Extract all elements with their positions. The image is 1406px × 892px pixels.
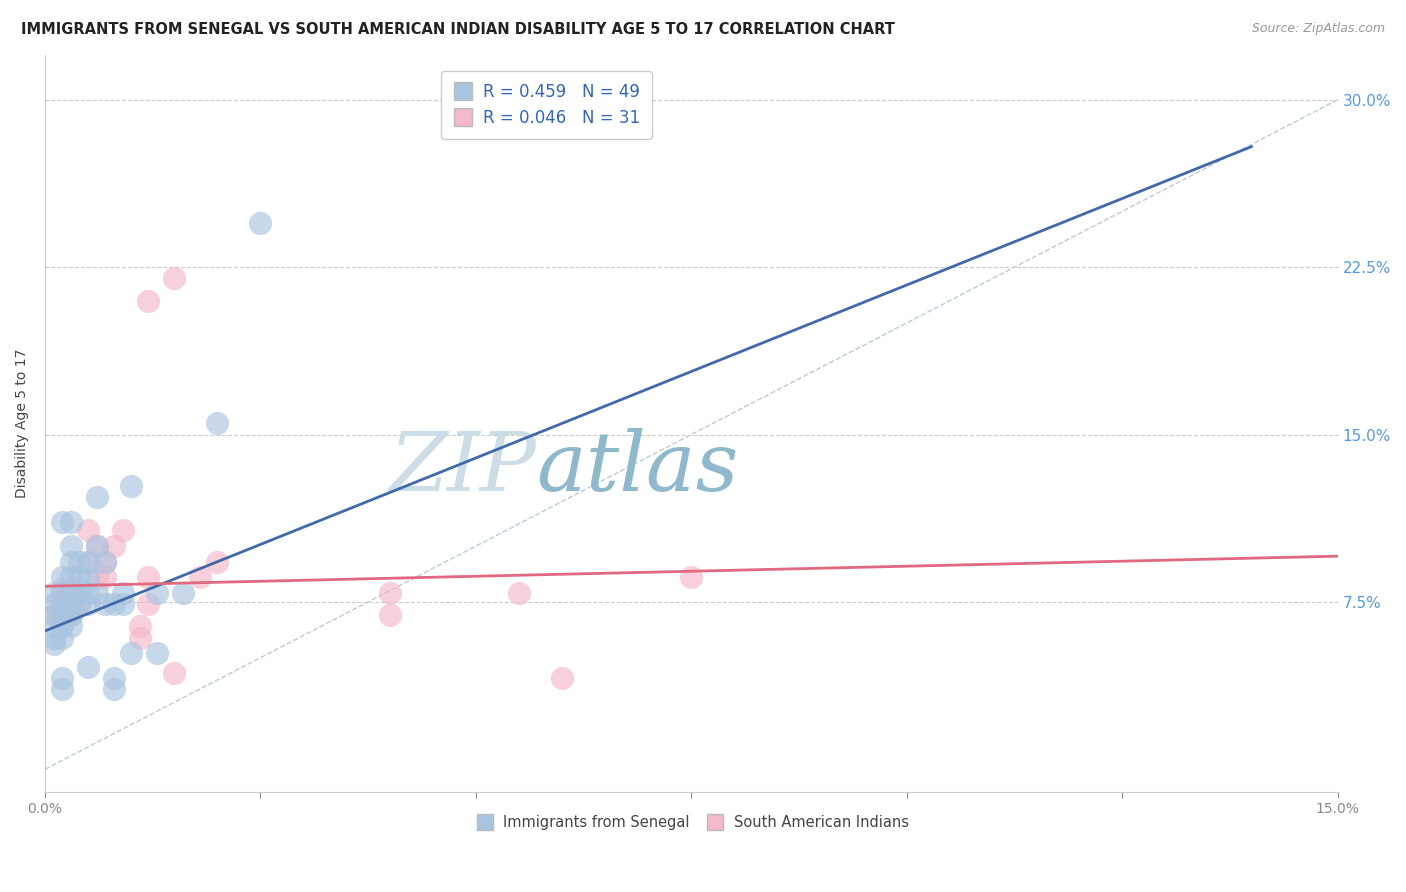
Point	[69, 597, 91, 611]
Point	[120, 479, 142, 493]
Point	[111, 586, 134, 600]
Point	[77, 586, 100, 600]
Point	[120, 646, 142, 660]
Point	[86, 539, 108, 553]
Text: ZIP: ZIP	[389, 427, 536, 508]
Point	[94, 570, 117, 584]
Point	[103, 671, 125, 685]
Point	[69, 586, 91, 600]
Point	[77, 659, 100, 673]
Point	[42, 631, 65, 645]
Point	[249, 215, 271, 229]
Point	[51, 515, 73, 529]
Point	[128, 631, 150, 645]
Point	[681, 570, 703, 584]
Point	[128, 619, 150, 633]
Point	[59, 619, 82, 633]
Point	[59, 539, 82, 553]
Text: Source: ZipAtlas.com: Source: ZipAtlas.com	[1251, 22, 1385, 36]
Point	[51, 608, 73, 623]
Point	[42, 586, 65, 600]
Point	[51, 619, 73, 633]
Point	[51, 681, 73, 696]
Point	[103, 597, 125, 611]
Point	[94, 555, 117, 569]
Text: atlas: atlas	[536, 427, 738, 508]
Point	[111, 597, 134, 611]
Y-axis label: Disability Age 5 to 17: Disability Age 5 to 17	[15, 349, 30, 498]
Point	[51, 631, 73, 645]
Point	[59, 515, 82, 529]
Point	[163, 666, 186, 681]
Point	[51, 597, 73, 611]
Legend: Immigrants from Senegal, South American Indians: Immigrants from Senegal, South American …	[468, 809, 914, 836]
Point	[59, 555, 82, 569]
Point	[163, 271, 186, 285]
Point	[103, 539, 125, 553]
Point	[138, 293, 160, 308]
Point	[508, 586, 530, 600]
Point	[86, 586, 108, 600]
Point	[172, 586, 194, 600]
Point	[188, 570, 211, 584]
Point	[42, 637, 65, 651]
Point	[59, 608, 82, 623]
Point	[51, 597, 73, 611]
Point	[207, 555, 229, 569]
Point	[69, 597, 91, 611]
Point	[51, 586, 73, 600]
Point	[77, 597, 100, 611]
Point	[207, 417, 229, 431]
Point	[138, 570, 160, 584]
Point	[42, 608, 65, 623]
Point	[94, 597, 117, 611]
Point	[59, 608, 82, 623]
Point	[146, 646, 169, 660]
Point	[138, 597, 160, 611]
Point	[42, 608, 65, 623]
Point	[59, 597, 82, 611]
Point	[86, 570, 108, 584]
Point	[59, 597, 82, 611]
Point	[59, 570, 82, 584]
Point	[69, 555, 91, 569]
Point	[111, 524, 134, 538]
Point	[77, 524, 100, 538]
Point	[51, 671, 73, 685]
Point	[146, 586, 169, 600]
Point	[59, 586, 82, 600]
Point	[94, 555, 117, 569]
Point	[86, 539, 108, 553]
Point	[51, 608, 73, 623]
Point	[77, 555, 100, 569]
Point	[378, 608, 401, 623]
Point	[86, 490, 108, 504]
Point	[51, 582, 73, 596]
Point	[378, 586, 401, 600]
Point	[77, 555, 100, 569]
Point	[103, 681, 125, 696]
Point	[69, 582, 91, 596]
Point	[42, 597, 65, 611]
Point	[551, 671, 574, 685]
Point	[59, 582, 82, 596]
Point	[42, 619, 65, 633]
Point	[69, 570, 91, 584]
Point	[77, 570, 100, 584]
Point	[51, 570, 73, 584]
Text: IMMIGRANTS FROM SENEGAL VS SOUTH AMERICAN INDIAN DISABILITY AGE 5 TO 17 CORRELAT: IMMIGRANTS FROM SENEGAL VS SOUTH AMERICA…	[21, 22, 896, 37]
